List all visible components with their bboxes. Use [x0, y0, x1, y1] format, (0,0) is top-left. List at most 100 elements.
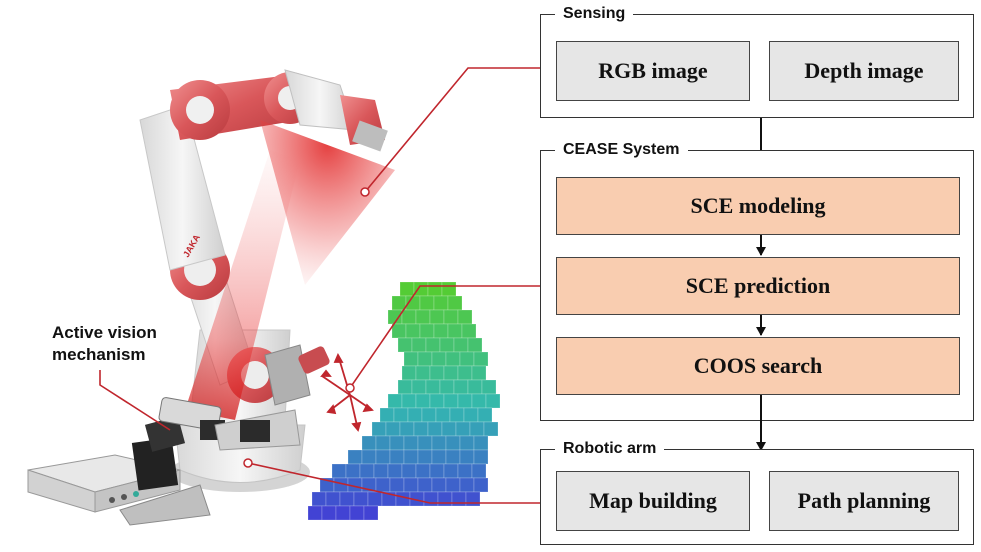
voxel-cube — [387, 463, 403, 479]
voxel-cube — [359, 463, 375, 479]
voxel-cube — [441, 421, 457, 437]
voxel-cube — [473, 435, 489, 451]
voxel-cube — [393, 407, 409, 423]
voxel-cube — [401, 393, 417, 409]
voxel-cube — [471, 393, 487, 409]
voxel-cube — [321, 505, 337, 521]
voxel-cube — [435, 407, 451, 423]
voxel-cube — [449, 407, 465, 423]
voxel-cube — [461, 323, 477, 339]
voxel-cube — [417, 351, 433, 367]
voxel-cube — [457, 309, 473, 325]
voxel-cube — [411, 379, 427, 395]
voxel-cube — [415, 365, 431, 381]
voxel-cube — [459, 351, 475, 367]
voxel-cube — [425, 337, 441, 353]
voxel-cube — [439, 337, 455, 353]
voxel-cube — [325, 491, 341, 507]
cease-panel: CEASE System SCE modeling SCE prediction… — [540, 140, 974, 421]
voxel-cube — [375, 449, 391, 465]
voxel-cube — [417, 435, 433, 451]
voxel-cube — [307, 505, 323, 521]
cease-legend: CEASE System — [555, 140, 688, 160]
voxel-cube — [385, 421, 401, 437]
voxel-cube — [471, 365, 487, 381]
voxel-cube — [445, 449, 461, 465]
voxel-cube — [361, 435, 377, 451]
voxel-cube — [457, 463, 473, 479]
voxel-cube — [345, 463, 361, 479]
voxel-cube — [405, 323, 421, 339]
arrow-cease-to-robotic — [757, 395, 765, 451]
voxel-cube — [431, 435, 447, 451]
voxel-cube — [371, 421, 387, 437]
voxel-cube — [485, 393, 501, 409]
voxel-cube — [437, 491, 453, 507]
voxel-cube — [375, 477, 391, 493]
voxel-cube — [403, 351, 419, 367]
voxel-cube — [331, 463, 347, 479]
voxel-cube — [413, 281, 429, 297]
voxel-cube — [467, 379, 483, 395]
voxel-cube — [403, 435, 419, 451]
voxel-cube — [457, 365, 473, 381]
voxel-cube — [411, 337, 427, 353]
voxel-cube — [427, 281, 443, 297]
voxel-cube — [415, 393, 431, 409]
voxel-cube — [399, 421, 415, 437]
voxel-cube — [361, 449, 377, 465]
arrow-modeling-to-prediction — [757, 235, 765, 256]
active-vision-label-line2: mechanism — [52, 345, 146, 364]
voxel-cube — [465, 491, 481, 507]
voxel-cube — [363, 505, 379, 521]
voxel-cube — [413, 421, 429, 437]
voxel-cube — [387, 393, 403, 409]
voxel-cube — [419, 323, 435, 339]
voxel-cube — [395, 491, 411, 507]
camera-beam-bottom — [185, 150, 300, 420]
voxel-cube — [427, 421, 443, 437]
voxel-cube — [473, 477, 489, 493]
voxel-cube — [429, 365, 445, 381]
voxel-cube — [339, 491, 355, 507]
voxel-cube — [471, 463, 487, 479]
callout-dots — [243, 187, 370, 468]
voxel-cube — [403, 449, 419, 465]
voxel-cube — [433, 295, 449, 311]
voxel-cube — [483, 421, 499, 437]
voxel-cube — [421, 407, 437, 423]
voxel-cube — [399, 281, 415, 297]
sce-prediction-box: SCE prediction — [556, 257, 960, 315]
voxel-cube — [443, 393, 459, 409]
voxel-cube — [423, 491, 439, 507]
voxel-cube — [453, 379, 469, 395]
voxel-cube — [445, 477, 461, 493]
voxel-cube — [431, 449, 447, 465]
callout-lines — [99, 67, 540, 504]
voxel-cube — [445, 351, 461, 367]
voxel-cube — [417, 477, 433, 493]
path-planning-box: Path planning — [769, 471, 959, 531]
voxel-cube — [335, 505, 351, 521]
voxel-cube — [403, 477, 419, 493]
active-vision-hardware — [27, 397, 301, 526]
voxel-cube — [443, 365, 459, 381]
voxel-cube — [407, 407, 423, 423]
voxel-cube — [401, 365, 417, 381]
voxel-cube — [453, 337, 469, 353]
voxel-cube — [397, 337, 413, 353]
depth-image-box: Depth image — [769, 41, 959, 101]
voxel-cube — [447, 295, 463, 311]
voxel-cube — [443, 309, 459, 325]
robotic-arm-panel: Robotic arm Map building Path planning — [540, 439, 974, 545]
voxel-cube — [401, 309, 417, 325]
rgb-image-box: RGB image — [556, 41, 750, 101]
voxel-cube — [459, 435, 475, 451]
voxel-cube — [459, 477, 475, 493]
voxel-cube — [481, 379, 497, 395]
voxel-cube — [457, 393, 473, 409]
voxel-cube — [389, 449, 405, 465]
voxel-cube — [447, 323, 463, 339]
voxel-cube — [429, 463, 445, 479]
voxel-cube — [439, 379, 455, 395]
